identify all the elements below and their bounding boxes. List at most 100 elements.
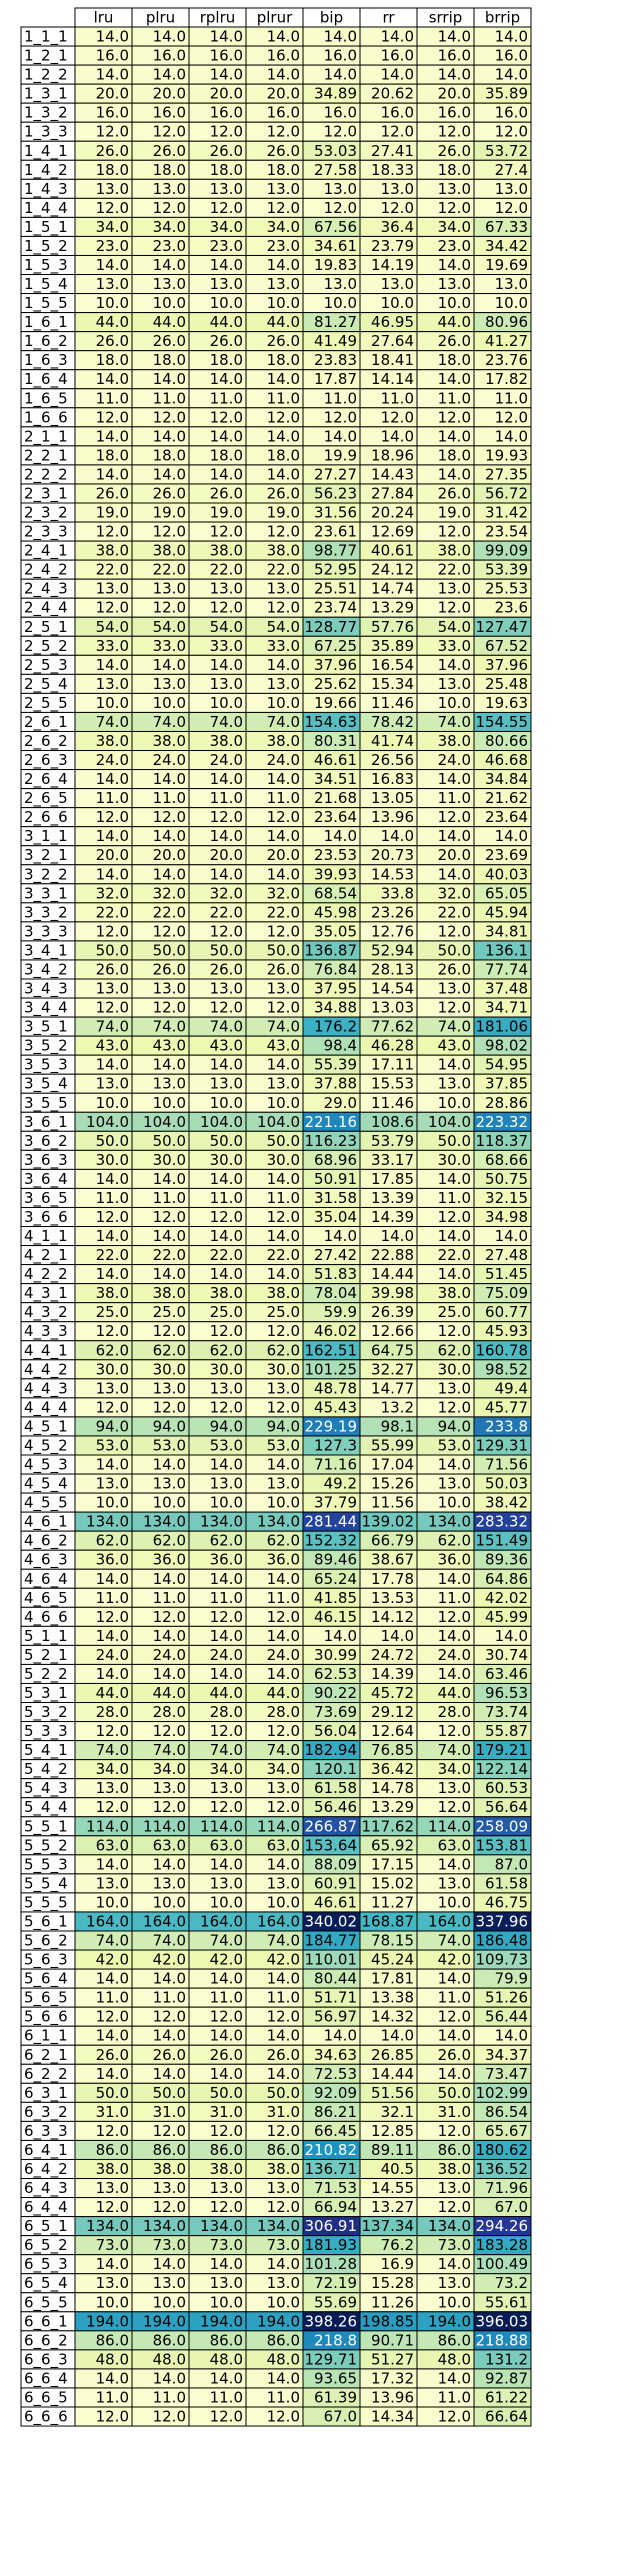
cell-value: 10.0 (438, 1494, 471, 1512)
cell-value: 127.47 (476, 618, 529, 636)
cell-value: 104.0 (143, 1113, 186, 1131)
cell-value: 12.0 (153, 1722, 186, 1740)
cell-value: 152.32 (305, 1532, 358, 1550)
cell-value: 25.51 (314, 580, 357, 598)
cell-value: 13.0 (96, 675, 129, 693)
cell-value: 16.0 (324, 47, 357, 65)
cell-value: 98.77 (314, 542, 357, 560)
cell-value: 33.0 (153, 637, 186, 655)
cell-value: 14.0 (438, 1855, 471, 1873)
cell-value: 186.48 (476, 1932, 529, 1950)
cell-value: 12.0 (153, 1322, 186, 1340)
cell-value: 14.0 (267, 865, 300, 883)
cell-value: 36.0 (267, 1551, 300, 1569)
cell-value: 198.85 (362, 2312, 415, 2330)
row-label-1_2_2: 1_2_2 (24, 66, 68, 85)
cell-value: 94.0 (438, 1417, 471, 1435)
cell-value: 12.76 (371, 922, 414, 940)
row-label-6_6_4: 6_6_4 (24, 2369, 68, 2388)
cell-value: 36.0 (438, 1551, 471, 1569)
cell-value: 154.63 (305, 713, 358, 731)
cell-value: 12.0 (96, 2008, 129, 2026)
cell-value: 73.2 (495, 2274, 528, 2292)
row-label-2_6_5: 2_6_5 (24, 789, 68, 808)
row-label-6_2_1: 6_2_1 (24, 2046, 68, 2065)
cell-value: 13.0 (210, 1379, 243, 1397)
row-label-1_6_5: 1_6_5 (24, 389, 68, 408)
cell-value: 14.0 (438, 1456, 471, 1474)
cell-value: 46.15 (314, 1608, 357, 1626)
row-label-4_6_1: 4_6_1 (24, 1513, 68, 1532)
cell-value: 340.02 (305, 1912, 358, 1930)
cell-value: 63.46 (485, 1665, 528, 1683)
cell-value: 14.54 (371, 980, 414, 998)
cell-value: 11.27 (371, 1893, 414, 1911)
cell-value: 12.0 (438, 1608, 471, 1626)
cell-value: 43.0 (153, 1037, 186, 1055)
cell-value: 14.0 (438, 2065, 471, 2083)
cell-value: 14.0 (438, 1265, 471, 1283)
cell-value: 53.79 (371, 1132, 414, 1150)
cell-value: 30.0 (153, 1360, 186, 1378)
cell-value: 31.0 (96, 2103, 129, 2121)
cell-value: 18.0 (96, 351, 129, 369)
cell-value: 120.1 (314, 1760, 357, 1778)
cell-value: 38.0 (438, 732, 471, 750)
cell-value: 22.0 (210, 1246, 243, 1264)
cell-value: 23.0 (210, 237, 243, 255)
cell-value: 49.2 (324, 1475, 357, 1493)
cell-value: 164.0 (143, 1912, 186, 1930)
cell-value: 14.0 (153, 256, 186, 274)
cell-value: 67.56 (314, 218, 357, 236)
cell-value: 20.0 (267, 846, 300, 864)
cell-value: 11.0 (324, 389, 357, 407)
cell-value: 153.81 (476, 1836, 529, 1854)
cell-value: 34.0 (438, 1760, 471, 1778)
cell-value: 27.48 (485, 1246, 528, 1264)
cell-value: 24.0 (267, 751, 300, 769)
cell-value: 77.62 (371, 1018, 414, 1036)
cell-value: 18.33 (371, 161, 414, 179)
cell-value: 12.0 (438, 2122, 471, 2140)
cell-value: 12.0 (267, 922, 300, 940)
cell-value: 38.0 (210, 732, 243, 750)
cell-value: 12.0 (495, 408, 528, 426)
cell-value: 25.62 (314, 675, 357, 693)
cell-value: 12.0 (96, 1798, 129, 1816)
cell-value: 14.39 (371, 1665, 414, 1683)
cell-value: 63.0 (438, 1836, 471, 1854)
cell-value: 20.0 (210, 85, 243, 103)
cell-value: 10.0 (210, 1893, 243, 1911)
cell-value: 13.0 (438, 580, 471, 598)
cell-value: 14.0 (324, 827, 357, 845)
cell-value: 26.0 (153, 2046, 186, 2064)
cell-value: 62.0 (210, 1341, 243, 1359)
column-header-rplru: rplru (200, 9, 236, 27)
cell-value: 17.78 (371, 1570, 414, 1588)
cell-value: 14.0 (495, 1627, 528, 1645)
cell-value: 33.0 (96, 637, 129, 655)
row-label-3_4_2: 3_4_2 (24, 960, 68, 979)
row-label-2_4_3: 2_4_3 (24, 580, 68, 599)
cell-value: 73.0 (267, 2236, 300, 2254)
cell-value: 33.0 (210, 637, 243, 655)
cell-value: 14.0 (267, 28, 300, 46)
cell-value: 14.0 (96, 1570, 129, 1588)
cell-value: 180.62 (476, 2141, 529, 2159)
row-label-2_4_4: 2_4_4 (24, 599, 68, 618)
cell-value: 11.0 (267, 1589, 300, 1607)
row-label-1_1_1: 1_1_1 (24, 28, 68, 47)
column-header-lru: lru (94, 9, 114, 27)
cell-value: 24.0 (153, 1646, 186, 1664)
row-label-2_5_5: 2_5_5 (24, 694, 68, 713)
cell-value: 14.0 (210, 1456, 243, 1474)
cell-value: 61.58 (314, 1779, 357, 1797)
cell-value: 73.0 (96, 2236, 129, 2254)
cell-value: 34.0 (210, 218, 243, 236)
cell-value: 14.0 (267, 2065, 300, 2083)
cell-value: 44.0 (153, 1684, 186, 1702)
row-label-5_5_5: 5_5_5 (24, 1893, 68, 1912)
cell-value: 67.33 (485, 218, 528, 236)
row-label-6_5_5: 6_5_5 (24, 2293, 68, 2312)
cell-value: 38.0 (210, 1284, 243, 1302)
